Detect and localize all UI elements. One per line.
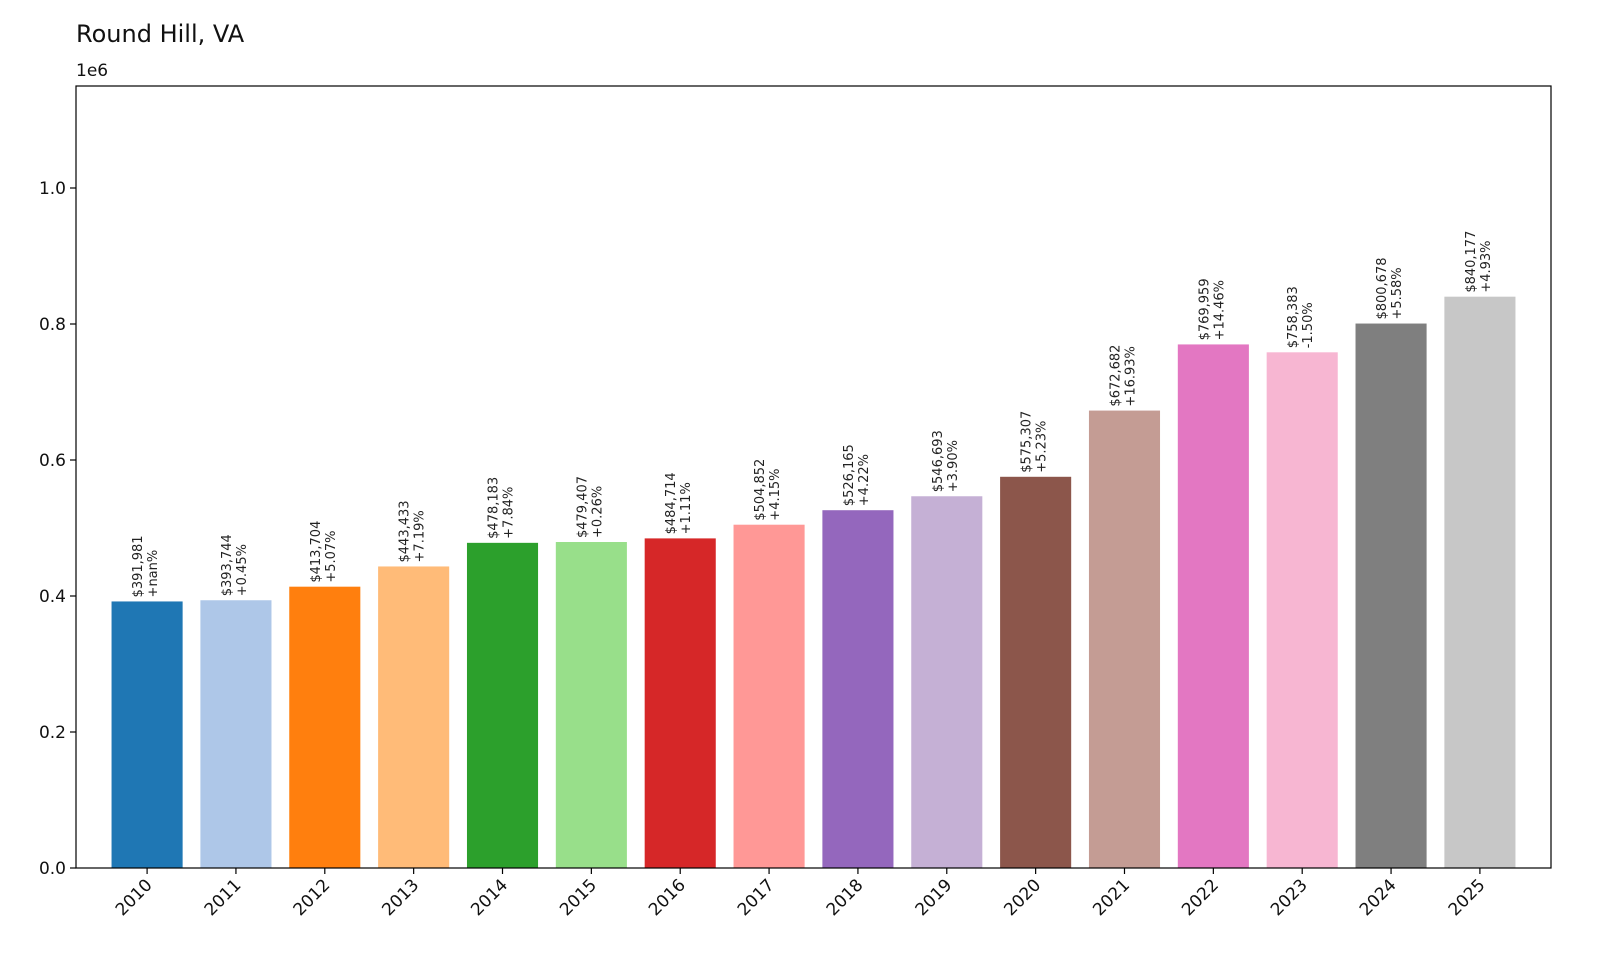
y-axis: 0.0 0.2 0.4 0.6 0.8 1.0 bbox=[39, 179, 76, 879]
y-tick-label: 0.2 bbox=[39, 723, 66, 743]
x-tick-label-2011: 2011 bbox=[201, 875, 246, 920]
bar-2013 bbox=[378, 566, 450, 868]
bars-group bbox=[111, 296, 1516, 869]
value-label: $484,714 bbox=[664, 472, 679, 534]
y-tick-label: 0.4 bbox=[39, 587, 66, 607]
data-label-2018: $526,165+4.22% bbox=[842, 444, 872, 506]
data-label-2017: $504,852+4.15% bbox=[753, 459, 783, 521]
bar-2018 bbox=[822, 510, 894, 868]
value-label: $758,383 bbox=[1286, 286, 1301, 348]
bar-2011 bbox=[200, 600, 272, 868]
bar-2022 bbox=[1177, 344, 1249, 869]
data-label-2014: $478,183+7.84% bbox=[487, 477, 517, 539]
x-tick-label-2024: 2024 bbox=[1356, 875, 1401, 920]
change-label: -1.50% bbox=[1301, 302, 1316, 348]
x-tick-label-2023: 2023 bbox=[1267, 875, 1312, 920]
value-label: $526,165 bbox=[842, 444, 857, 506]
x-tick-label-2019: 2019 bbox=[912, 875, 957, 920]
bar-2025 bbox=[1444, 296, 1516, 868]
data-label-2013: $443,433+7.19% bbox=[398, 500, 428, 562]
y-tick-label: 0.6 bbox=[39, 451, 66, 471]
x-axis: 2010 2011 2012 2013 2014 2015 2016 2017 2018 2019… bbox=[112, 868, 1490, 920]
y-tick-label: 0.0 bbox=[39, 859, 66, 879]
bar-2014 bbox=[466, 542, 539, 868]
value-label: $504,852 bbox=[753, 459, 768, 521]
y-axis-offset-text: 1e6 bbox=[76, 61, 108, 81]
x-tick-label-2015: 2015 bbox=[556, 875, 601, 920]
change-label: +5.23% bbox=[1035, 421, 1050, 473]
bar-2019 bbox=[911, 496, 983, 868]
value-label: $800,678 bbox=[1375, 258, 1390, 320]
data-label-2015: $479,407+0.26% bbox=[575, 476, 605, 538]
data-label-2023: $758,383-1.50% bbox=[1286, 286, 1316, 348]
data-label-2024: $800,678+5.58% bbox=[1375, 258, 1405, 320]
value-label: $413,704 bbox=[309, 521, 324, 583]
change-label: +14.46% bbox=[1212, 280, 1227, 340]
x-tick-label-2020: 2020 bbox=[1000, 875, 1045, 920]
x-tick-label-2018: 2018 bbox=[823, 875, 868, 920]
chart-title: Round Hill, VA bbox=[76, 20, 245, 48]
change-label: +7.19% bbox=[413, 510, 428, 562]
value-label: $575,307 bbox=[1020, 411, 1035, 473]
bar-2017 bbox=[733, 524, 805, 868]
change-label: +1.11% bbox=[679, 482, 694, 534]
value-label: $546,693 bbox=[931, 430, 946, 492]
change-label: +4.93% bbox=[1479, 240, 1494, 292]
change-label: +5.58% bbox=[1390, 267, 1405, 319]
x-tick-label-2025: 2025 bbox=[1445, 875, 1490, 920]
change-label: +4.22% bbox=[857, 454, 872, 506]
plot-frame bbox=[75, 85, 1552, 869]
x-tick-label-2017: 2017 bbox=[734, 875, 779, 920]
x-tick-label-2013: 2013 bbox=[378, 875, 423, 920]
value-label: $391,981 bbox=[131, 535, 146, 597]
bar-2010 bbox=[111, 601, 183, 868]
bar-2015 bbox=[555, 542, 627, 868]
value-label: $840,177 bbox=[1464, 231, 1479, 293]
change-label: +0.45% bbox=[235, 544, 250, 596]
x-tick-label-2021: 2021 bbox=[1089, 875, 1134, 920]
data-label-2021: $672,682+16.93% bbox=[1108, 345, 1138, 407]
bar-2021 bbox=[1088, 410, 1161, 868]
change-label: +0.26% bbox=[590, 486, 605, 538]
value-label: $443,433 bbox=[398, 500, 413, 562]
value-label: $769,959 bbox=[1197, 278, 1212, 340]
x-tick-label-2016: 2016 bbox=[645, 875, 690, 920]
change-label: +5.07% bbox=[324, 530, 339, 582]
data-label-2012: $413,704+5.07% bbox=[309, 521, 339, 583]
x-tick-label-2014: 2014 bbox=[467, 875, 512, 920]
data-label-2016: $484,714+1.11% bbox=[664, 472, 694, 534]
bar-2024 bbox=[1355, 323, 1427, 869]
change-label: +3.90% bbox=[946, 440, 961, 492]
x-tick-label-2012: 2012 bbox=[290, 875, 335, 920]
x-tick-label-2022: 2022 bbox=[1178, 875, 1223, 920]
value-label: $479,407 bbox=[575, 476, 590, 538]
data-label-2025: $840,177+4.93% bbox=[1464, 231, 1494, 293]
change-label: +16.93% bbox=[1123, 346, 1138, 406]
y-tick-label: 1.0 bbox=[39, 179, 66, 199]
bar-2016 bbox=[644, 538, 716, 868]
data-label-2010: $391,981+nan% bbox=[131, 535, 161, 597]
x-tick-label-2010: 2010 bbox=[112, 875, 157, 920]
change-label: +nan% bbox=[146, 550, 161, 598]
data-label-2011: $393,744+0.45% bbox=[220, 534, 250, 596]
change-label: +4.15% bbox=[768, 468, 783, 520]
data-label-2019: $546,693+3.90% bbox=[931, 430, 961, 492]
value-label: $672,682 bbox=[1108, 345, 1123, 407]
value-label: $393,744 bbox=[220, 534, 235, 596]
y-tick-label: 0.8 bbox=[39, 315, 66, 335]
change-label: +7.84% bbox=[502, 487, 517, 539]
bar-2023 bbox=[1266, 352, 1338, 868]
data-label-2022: $769,959+14.46% bbox=[1197, 278, 1227, 340]
data-label-2020: $575,307+5.23% bbox=[1020, 411, 1050, 473]
data-labels-group: $391,981+nan% $393,744+0.45% $413,704+5.07… bbox=[131, 231, 1494, 598]
value-label: $478,183 bbox=[487, 477, 502, 539]
bar-2012 bbox=[289, 586, 361, 868]
bar-2020 bbox=[1000, 476, 1072, 868]
